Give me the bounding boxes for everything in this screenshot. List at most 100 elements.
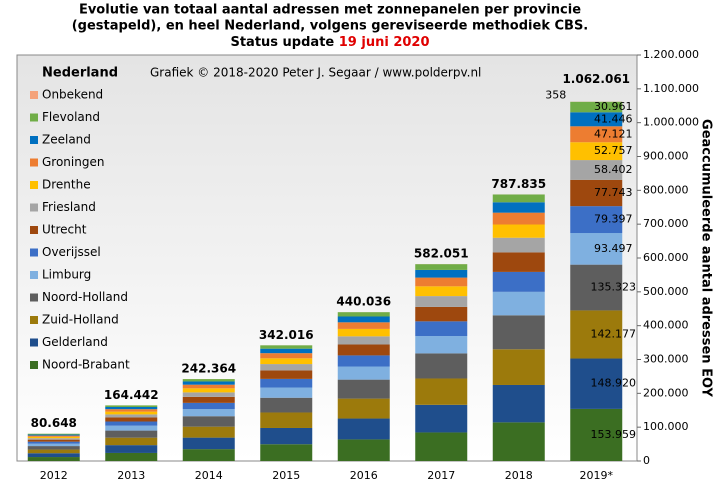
- legend-label: Noord-Holland: [42, 290, 128, 304]
- legend-label: Friesland: [42, 200, 96, 214]
- bar-segment: [570, 112, 623, 127]
- bar-segment: [337, 355, 390, 367]
- bar-segment: [337, 336, 390, 345]
- legend-swatch: [30, 316, 38, 324]
- legend-label: Groningen: [42, 155, 104, 169]
- bar-segment: [27, 453, 80, 458]
- bar-segment: [260, 358, 313, 365]
- bar-segment: [260, 364, 313, 371]
- bar-segment: [182, 449, 235, 461]
- bar-segment: [182, 408, 235, 417]
- bar-segment: [492, 224, 545, 238]
- total-label: 80.648: [31, 416, 77, 430]
- bar-segment: [105, 409, 158, 412]
- bar-segment: [492, 291, 545, 316]
- bar-segment: [182, 437, 235, 450]
- bar-segment: [415, 269, 468, 278]
- bar-segment: [260, 387, 313, 398]
- y-tick-label: 900.000: [643, 150, 689, 163]
- bar-segment: [415, 378, 468, 405]
- chart-title: Status update 19 juni 2020: [230, 35, 429, 50]
- bar-segment: [260, 353, 313, 359]
- y-tick-label: 0: [643, 454, 650, 467]
- legend-label: Flevoland: [42, 110, 100, 124]
- bar-segment: [337, 379, 390, 399]
- bar-segment: [492, 202, 545, 213]
- bar-segment: [337, 316, 390, 323]
- bar-segment: [105, 414, 158, 418]
- legend-label: Noord-Brabant: [42, 358, 130, 372]
- bar-segment: [570, 264, 623, 311]
- legend-swatch: [30, 248, 38, 257]
- bar-segment: [260, 427, 313, 445]
- bar-segment: [182, 426, 235, 438]
- bar-segment: [415, 404, 468, 433]
- x-tick-label: 2014: [195, 469, 223, 482]
- legend-label: Onbekend: [42, 88, 103, 102]
- data-label: 41.446: [594, 112, 633, 125]
- legend-swatch: [30, 203, 38, 212]
- legend-swatch: [30, 361, 38, 369]
- bar-segment: [182, 392, 235, 397]
- bar-segment: [492, 212, 545, 225]
- total-label: 164.442: [104, 388, 159, 402]
- bar-segment: [570, 179, 623, 207]
- bar-segment: [105, 407, 158, 410]
- bar-segment: [182, 402, 235, 409]
- y-tick-label: 400.000: [643, 319, 689, 332]
- legend-label: Overijssel: [42, 245, 101, 259]
- bar-segment: [105, 445, 158, 453]
- bar-segment: [27, 449, 80, 454]
- x-tick-label: 2019*: [580, 469, 614, 482]
- bar-segment: [337, 312, 390, 317]
- bar-segment: [570, 126, 623, 143]
- legend-swatch: [30, 158, 38, 167]
- bar-segment: [27, 457, 80, 461]
- y-tick-label: 100.000: [643, 420, 689, 433]
- legend-swatch: [30, 91, 38, 99]
- bar-segment: [570, 408, 623, 461]
- bar-segment: [492, 315, 545, 350]
- bar-segment: [337, 344, 390, 356]
- bar-segment: [260, 444, 313, 461]
- bar-segment: [570, 310, 623, 359]
- y-axis-title: Geaccumuleerde aantal adressen EOY: [699, 119, 714, 397]
- total-label: 342.016: [259, 328, 314, 342]
- bar-segment: [415, 264, 468, 270]
- data-label: 77.743: [594, 186, 633, 199]
- x-tick-label: 2013: [117, 469, 145, 482]
- bar-segment: [27, 433, 80, 435]
- bar-segment: [105, 430, 158, 438]
- y-tick-label: 1.100.000: [643, 82, 699, 95]
- bar-segment: [415, 286, 468, 297]
- legend-label: Drenthe: [42, 178, 91, 192]
- bar-segment: [105, 405, 158, 408]
- bar-segment: [492, 194, 545, 203]
- bar-segment: [570, 206, 623, 234]
- legend-swatch: [30, 338, 38, 347]
- bar-segment: [27, 434, 80, 436]
- bar-segment: [27, 436, 80, 439]
- data-label: 358: [545, 89, 566, 102]
- bar-segment: [415, 296, 468, 307]
- bar-segment: [570, 142, 623, 161]
- chart-title: (gestapeld), en heel Nederland, volgens …: [72, 19, 589, 34]
- y-tick-label: 700.000: [643, 217, 689, 230]
- data-label: 79.397: [594, 213, 633, 226]
- bar-segment: [105, 425, 158, 431]
- x-tick-label: 2017: [427, 469, 455, 482]
- bar-segment: [570, 358, 623, 409]
- bar-segment: [260, 345, 313, 349]
- bar-segment: [492, 237, 545, 253]
- annotation: Grafiek © 2018-2020 Peter J. Segaar / ww…: [150, 66, 481, 80]
- bar-segment: [337, 418, 390, 440]
- y-tick-label: 1.200.000: [643, 48, 699, 61]
- y-tick-label: 200.000: [643, 386, 689, 399]
- legend-title: Nederland: [42, 66, 118, 81]
- legend-swatch: [30, 226, 38, 234]
- y-tick-label: 600.000: [643, 251, 689, 264]
- legend-swatch: [30, 113, 38, 122]
- bar-segment: [337, 398, 390, 419]
- total-label: 787.835: [491, 177, 546, 191]
- x-tick-label: 2012: [40, 469, 68, 482]
